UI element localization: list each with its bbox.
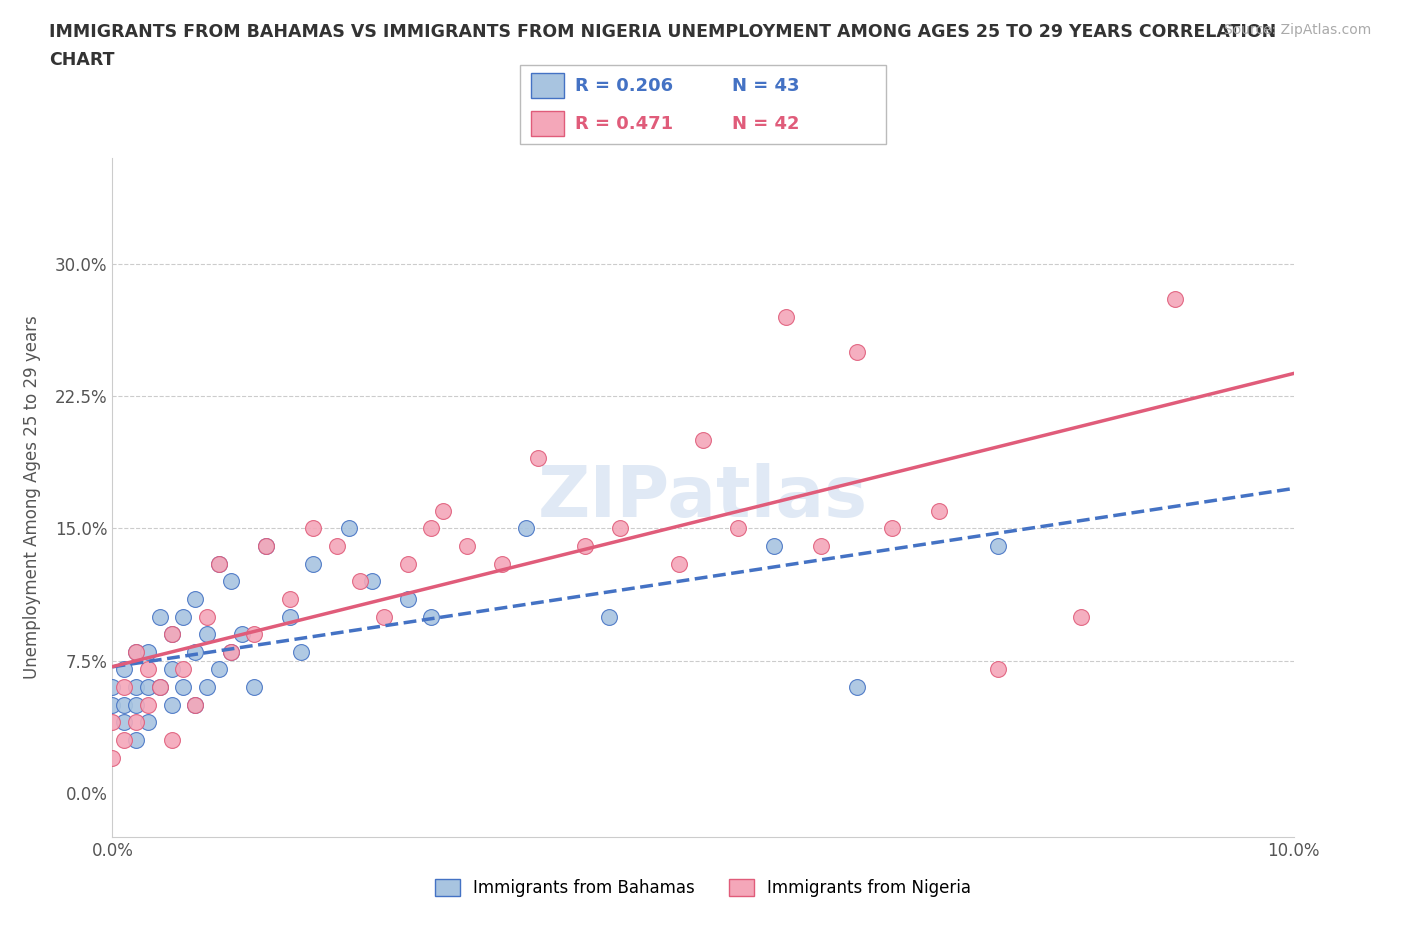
- Y-axis label: Unemployment Among Ages 25 to 29 years: Unemployment Among Ages 25 to 29 years: [22, 315, 41, 680]
- Point: [1164, 292, 1187, 307]
- Point: [526, 450, 548, 465]
- Point: [373, 609, 395, 624]
- Point: [125, 644, 148, 659]
- Point: [326, 538, 349, 553]
- Point: [125, 733, 148, 748]
- Point: [195, 680, 218, 695]
- Point: [195, 627, 218, 642]
- Point: [172, 662, 194, 677]
- Point: [172, 609, 194, 624]
- Point: [302, 521, 325, 536]
- Point: [101, 751, 124, 765]
- Point: [810, 538, 832, 553]
- Point: [125, 715, 148, 730]
- Text: N = 43: N = 43: [733, 76, 800, 95]
- Point: [692, 432, 714, 447]
- Point: [160, 627, 183, 642]
- Point: [160, 698, 183, 712]
- Legend: Immigrants from Bahamas, Immigrants from Nigeria: Immigrants from Bahamas, Immigrants from…: [429, 871, 977, 903]
- Point: [149, 609, 172, 624]
- Point: [302, 556, 325, 571]
- Point: [515, 521, 537, 536]
- Point: [396, 556, 419, 571]
- Point: [184, 698, 207, 712]
- Point: [456, 538, 478, 553]
- Point: [762, 538, 785, 553]
- Point: [290, 644, 312, 659]
- FancyBboxPatch shape: [531, 111, 564, 137]
- Point: [136, 698, 159, 712]
- Point: [420, 521, 443, 536]
- Point: [349, 574, 371, 589]
- Point: [149, 680, 172, 695]
- Point: [195, 609, 218, 624]
- Point: [208, 662, 231, 677]
- Point: [880, 521, 903, 536]
- Point: [420, 609, 443, 624]
- Point: [101, 715, 124, 730]
- Point: [125, 680, 148, 695]
- Point: [160, 627, 183, 642]
- Point: [243, 680, 266, 695]
- Point: [845, 345, 868, 360]
- Text: ZIPatlas: ZIPatlas: [538, 463, 868, 532]
- Point: [598, 609, 620, 624]
- Point: [987, 662, 1010, 677]
- Point: [160, 733, 183, 748]
- Point: [149, 680, 172, 695]
- Point: [231, 627, 253, 642]
- Point: [396, 591, 419, 606]
- Point: [574, 538, 596, 553]
- Point: [278, 591, 301, 606]
- Point: [491, 556, 513, 571]
- Point: [125, 698, 148, 712]
- Point: [243, 627, 266, 642]
- Point: [125, 644, 148, 659]
- Point: [136, 644, 159, 659]
- Point: [112, 662, 135, 677]
- Point: [184, 644, 207, 659]
- Point: [160, 662, 183, 677]
- Text: R = 0.471: R = 0.471: [575, 114, 673, 133]
- Point: [136, 662, 159, 677]
- Point: [208, 556, 231, 571]
- Point: [219, 574, 242, 589]
- Text: CHART: CHART: [49, 51, 115, 69]
- Point: [136, 680, 159, 695]
- Point: [928, 503, 950, 518]
- Point: [172, 680, 194, 695]
- Point: [184, 591, 207, 606]
- Point: [208, 556, 231, 571]
- Point: [112, 680, 135, 695]
- Point: [432, 503, 454, 518]
- Point: [219, 644, 242, 659]
- Point: [361, 574, 384, 589]
- Point: [101, 680, 124, 695]
- Point: [1070, 609, 1092, 624]
- Point: [845, 680, 868, 695]
- FancyBboxPatch shape: [520, 65, 886, 144]
- Point: [727, 521, 749, 536]
- Point: [112, 698, 135, 712]
- Point: [254, 538, 277, 553]
- Point: [219, 644, 242, 659]
- Point: [136, 715, 159, 730]
- Point: [254, 538, 277, 553]
- Point: [278, 609, 301, 624]
- Text: IMMIGRANTS FROM BAHAMAS VS IMMIGRANTS FROM NIGERIA UNEMPLOYMENT AMONG AGES 25 TO: IMMIGRANTS FROM BAHAMAS VS IMMIGRANTS FR…: [49, 23, 1277, 41]
- FancyBboxPatch shape: [531, 73, 564, 99]
- Point: [101, 698, 124, 712]
- Point: [112, 733, 135, 748]
- Point: [609, 521, 631, 536]
- Point: [337, 521, 360, 536]
- Point: [775, 310, 797, 325]
- Text: R = 0.206: R = 0.206: [575, 76, 673, 95]
- Text: N = 42: N = 42: [733, 114, 800, 133]
- Point: [184, 698, 207, 712]
- Point: [112, 715, 135, 730]
- Point: [987, 538, 1010, 553]
- Point: [668, 556, 690, 571]
- Text: Source: ZipAtlas.com: Source: ZipAtlas.com: [1223, 23, 1371, 37]
